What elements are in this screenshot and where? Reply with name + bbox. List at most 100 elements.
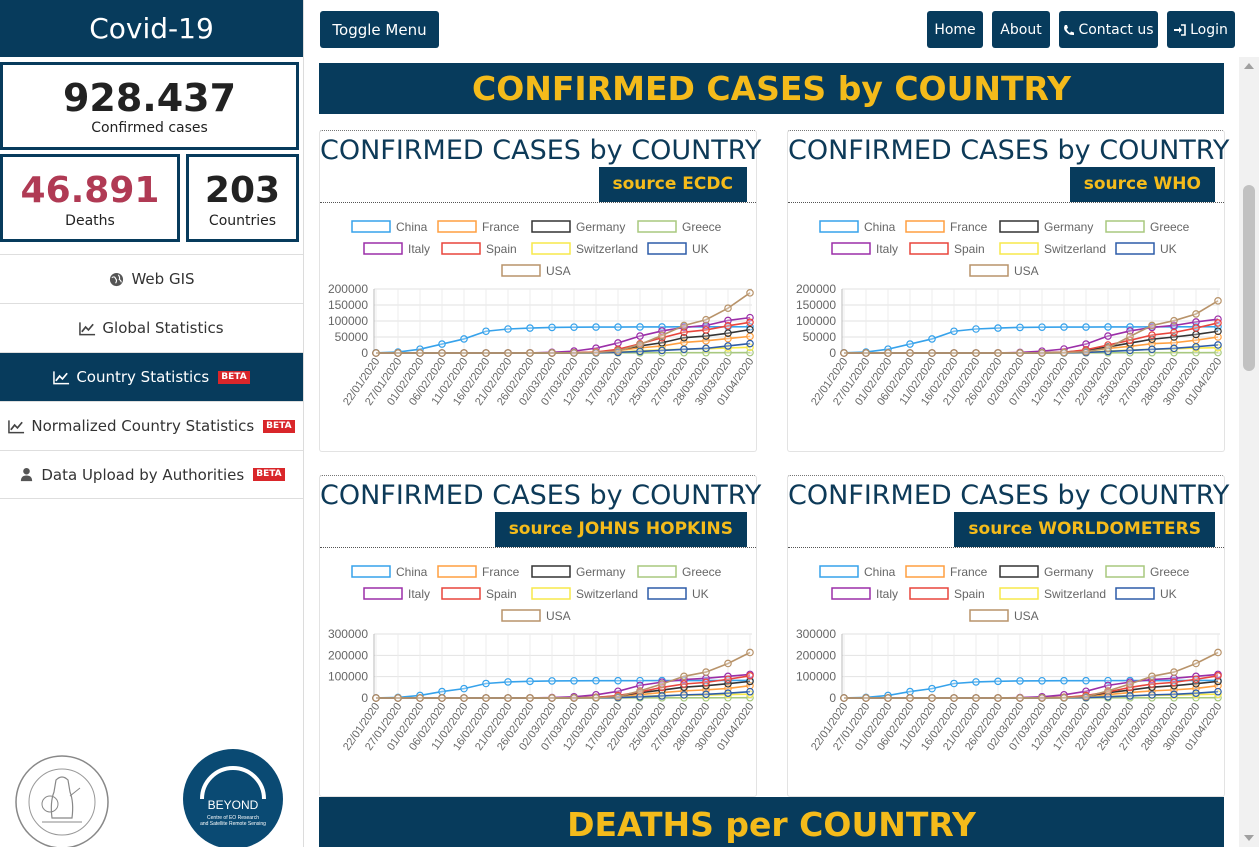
chart-panel-who: CONFIRMED CASES by COUNTRY source WHO Ch… [787, 130, 1230, 452]
confirmed-cases-chart-johns-hopkins[interactable]: China France Germany Greece Italy Spain Switze… [320, 550, 756, 796]
y-tick-label: 0 [361, 346, 368, 360]
data-point-china [928, 684, 936, 693]
data-point-spain [702, 678, 710, 687]
about-button[interactable]: About [992, 11, 1050, 48]
nav-item-data-upload[interactable]: Data Upload by Authorities BETA [0, 450, 303, 499]
legend-swatch-spain [441, 587, 481, 600]
legend-swatch-spain [441, 242, 481, 255]
chart-title: CONFIRMED CASES by COUNTRY [788, 480, 1230, 511]
data-point-spain [1148, 680, 1156, 688]
data-point-uk [680, 345, 688, 354]
toggle-menu-button[interactable]: Toggle Menu [320, 11, 439, 48]
nav-item-normalized-country-statistics[interactable]: Normalized Country Statistics BETA [0, 401, 303, 450]
y-tick-label: 100000 [328, 670, 368, 684]
data-point-china [1060, 323, 1068, 331]
legend-label: USA [546, 609, 571, 623]
data-point-germany [702, 332, 710, 340]
nav-label-web-gis: Web GIS [131, 270, 195, 288]
contact-us-button[interactable]: Contact us [1059, 11, 1158, 48]
nav-item-web-gis[interactable]: Web GIS [0, 254, 303, 303]
legend-swatch-germany [531, 565, 571, 578]
data-point-switzerland [1214, 690, 1222, 699]
legend-label: Germany [576, 220, 625, 234]
brand-title[interactable]: Covid-19 [0, 0, 303, 57]
data-point-uk [724, 689, 732, 698]
confirmed-cases-chart-who[interactable]: China France Germany Greece Italy Spain Switze… [788, 205, 1224, 451]
legend-label: China [864, 565, 896, 579]
legend-swatch-france [905, 565, 945, 578]
legend-label: France [482, 220, 520, 234]
data-point-italy [1082, 340, 1090, 348]
confirmed-cases-chart-ecdc[interactable]: China France Germany Greece Italy Spain Switze… [320, 205, 756, 451]
legend-swatch-china [351, 220, 391, 233]
chart-panel-worldometers: CONFIRMED CASES by COUNTRY source WORLDO… [787, 475, 1230, 797]
panel-divider [788, 202, 1224, 203]
data-point-usa [548, 349, 556, 357]
data-point-china [438, 340, 446, 348]
scroll-down-arrow-icon[interactable] [1244, 835, 1254, 841]
beyond-logo-name: BEYOND [208, 798, 259, 812]
legend-swatch-france [437, 220, 477, 233]
y-tick-label: 200000 [796, 282, 836, 296]
countries-label: Countries [208, 213, 277, 229]
login-button[interactable]: Login [1167, 11, 1235, 48]
data-point-usa [746, 289, 754, 297]
data-point-usa [394, 349, 402, 357]
data-point-uk [746, 687, 754, 696]
data-point-italy [1104, 332, 1112, 340]
data-point-usa [928, 349, 936, 357]
data-point-uk [1214, 341, 1222, 349]
legend-swatch-germany [999, 220, 1039, 233]
data-point-spain [746, 671, 754, 680]
data-point-usa [658, 680, 666, 688]
legend-swatch-greece [1105, 565, 1145, 578]
legend-label: Italy [408, 587, 430, 601]
y-tick-label: 50000 [803, 330, 837, 344]
legend-label: Greece [682, 220, 722, 234]
data-point-usa [526, 694, 534, 702]
data-point-usa [1082, 347, 1090, 356]
data-point-uk [1148, 691, 1156, 699]
legend-label: Spain [486, 242, 517, 256]
sidebar-nav: Web GIS Global Statistics Country Statis… [0, 254, 303, 499]
nav-item-global-statistics[interactable]: Global Statistics [0, 303, 303, 352]
legend-label: Italy [408, 242, 430, 256]
y-tick-label: 50000 [335, 330, 369, 344]
data-point-uk [746, 339, 754, 348]
scroll-up-arrow-icon[interactable] [1244, 63, 1254, 69]
beyond-logo: BEYOND Centre of EO Research and Satelli… [183, 749, 283, 847]
beta-badge: BETA [218, 370, 250, 384]
legend-swatch-italy [831, 587, 871, 600]
data-point-usa [1060, 348, 1068, 357]
legend-swatch-italy [363, 242, 403, 255]
legend-swatch-uk [1115, 587, 1155, 600]
data-point-uk [1192, 689, 1200, 698]
legend-swatch-uk [647, 587, 687, 600]
home-button[interactable]: Home [927, 11, 983, 48]
globe-icon [110, 272, 124, 286]
line-chart-icon [53, 370, 70, 384]
legend-swatch-switzerland [999, 587, 1039, 600]
deaths-section-banner: DEATHS per COUNTRY [319, 797, 1224, 847]
data-point-spain [1170, 328, 1178, 337]
page-scrollbar[interactable] [1239, 57, 1259, 847]
sign-in-icon [1174, 23, 1186, 36]
data-point-china [438, 687, 446, 696]
data-point-china [482, 327, 490, 336]
legend-swatch-uk [1115, 242, 1155, 255]
data-point-china [548, 677, 556, 685]
nav-item-country-statistics[interactable]: Country Statistics BETA [0, 352, 303, 401]
chart-title: CONFIRMED CASES by COUNTRY [788, 135, 1230, 166]
data-point-usa [724, 304, 732, 313]
legend-label: UK [692, 242, 709, 256]
data-point-china [1082, 676, 1090, 685]
legend-swatch-germany [999, 565, 1039, 578]
confirmed-cases-chart-worldometers[interactable]: China France Germany Greece Italy Spain Switze… [788, 550, 1224, 796]
legend-label: USA [1014, 609, 1039, 623]
legend-swatch-france [905, 220, 945, 233]
data-point-france [746, 332, 754, 341]
data-point-usa [1104, 344, 1112, 352]
scrollbar-thumb[interactable] [1243, 185, 1255, 371]
legend-label: USA [1014, 264, 1039, 278]
data-point-usa [504, 349, 512, 357]
